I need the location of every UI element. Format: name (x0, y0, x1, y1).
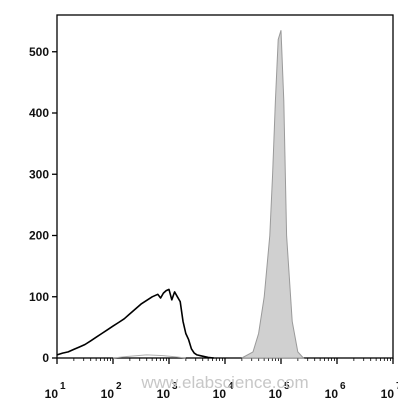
x-axis: 101102103104105106107 (45, 358, 398, 401)
x-tick-label-exponent: 4 (228, 381, 234, 392)
y-tick-label: 0 (42, 351, 49, 365)
x-tick-label-base: 10 (213, 387, 227, 401)
series-0-outline (56, 288, 214, 359)
y-tick-label: 100 (29, 290, 49, 304)
y-tick-label: 400 (29, 106, 49, 120)
x-tick-label-exponent: 2 (116, 381, 122, 392)
x-tick-label-base: 10 (325, 387, 339, 401)
y-tick-label: 500 (29, 45, 49, 59)
series-1-outline (112, 354, 186, 359)
x-tick-label-base: 10 (381, 387, 395, 401)
y-axis: 0 100 200 300 400 500 (29, 45, 57, 365)
x-tick-label-exponent: 5 (284, 381, 290, 392)
y-tick-label: 200 (29, 229, 49, 243)
x-tick-label-base: 10 (45, 387, 59, 401)
x-tick-label-exponent: 6 (340, 381, 346, 392)
y-tick-label: 300 (29, 167, 49, 181)
x-tick-label-base: 10 (101, 387, 115, 401)
series-2-filled-peak (241, 30, 305, 359)
watermark-text: www.elabscience.com (140, 373, 308, 392)
x-tick-label-exponent: 1 (60, 381, 66, 392)
x-tick-label-base: 10 (157, 387, 171, 401)
plot-frame (56, 14, 394, 359)
x-tick-label-exponent: 7 (396, 381, 398, 392)
x-tick-label-exponent: 3 (172, 381, 178, 392)
series-layer (56, 30, 305, 359)
x-tick-label-base: 10 (269, 387, 283, 401)
